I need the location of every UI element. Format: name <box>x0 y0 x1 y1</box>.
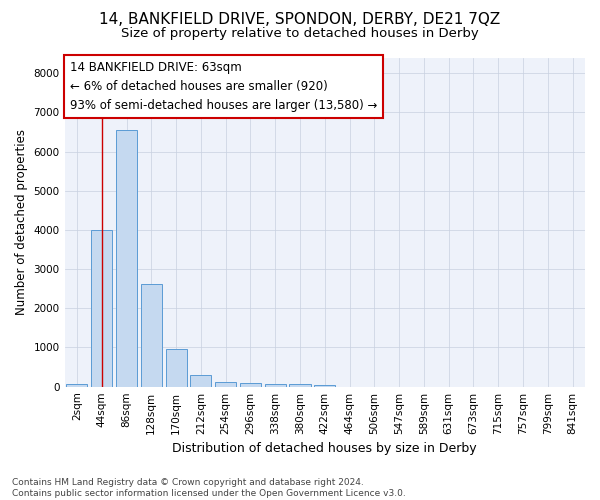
Bar <box>141 284 162 386</box>
Bar <box>215 382 236 386</box>
Text: 14, BANKFIELD DRIVE, SPONDON, DERBY, DE21 7QZ: 14, BANKFIELD DRIVE, SPONDON, DERBY, DE2… <box>100 12 500 28</box>
Bar <box>166 349 187 387</box>
Bar <box>190 376 211 386</box>
Bar <box>314 384 335 386</box>
Text: Size of property relative to detached houses in Derby: Size of property relative to detached ho… <box>121 28 479 40</box>
Bar <box>116 130 137 386</box>
X-axis label: Distribution of detached houses by size in Derby: Distribution of detached houses by size … <box>172 442 477 455</box>
Bar <box>67 384 88 386</box>
Text: 14 BANKFIELD DRIVE: 63sqm
← 6% of detached houses are smaller (920)
93% of semi-: 14 BANKFIELD DRIVE: 63sqm ← 6% of detach… <box>70 61 377 112</box>
Bar <box>91 230 112 386</box>
Y-axis label: Number of detached properties: Number of detached properties <box>15 129 28 315</box>
Bar <box>240 384 261 386</box>
Bar <box>265 384 286 386</box>
Bar <box>289 384 311 386</box>
Text: Contains HM Land Registry data © Crown copyright and database right 2024.
Contai: Contains HM Land Registry data © Crown c… <box>12 478 406 498</box>
